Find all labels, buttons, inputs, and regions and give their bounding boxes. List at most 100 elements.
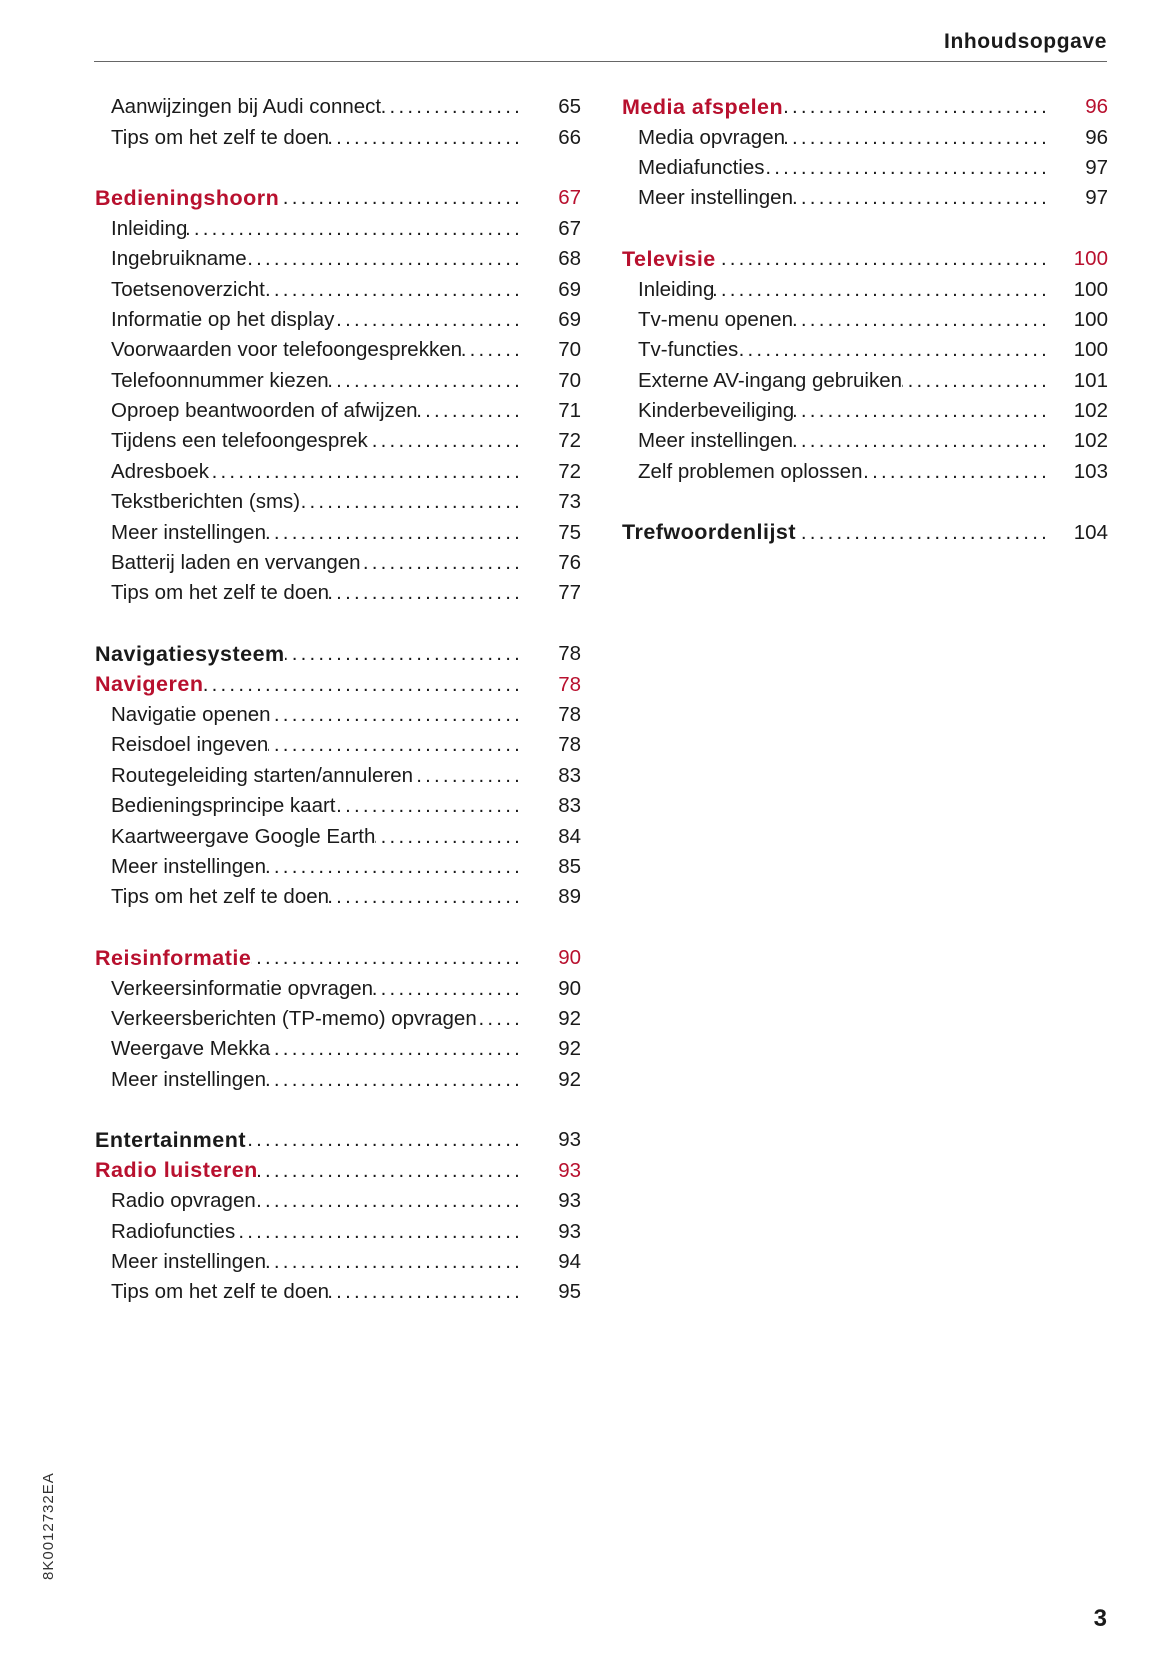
toc-chapter-heading[interactable]: Radio luisteren.........................… (95, 1156, 581, 1186)
toc-entry[interactable]: Tv-menu openen..........................… (622, 305, 1108, 335)
dot-leader: ........................................… (247, 247, 523, 271)
toc-entry[interactable]: Radiofuncties...........................… (95, 1216, 581, 1246)
toc-entry[interactable]: Telefoonnummer kiezen...................… (95, 366, 581, 396)
toc-page-number: 100 (1073, 277, 1108, 301)
toc-entry[interactable]: Tips om het zelf te doen................… (95, 122, 581, 152)
toc-chapter-heading[interactable]: Reisinformatie..........................… (95, 943, 581, 973)
toc-entry[interactable]: Tips om het zelf te doen................… (95, 578, 581, 608)
toc-page-number: 78 (558, 703, 581, 726)
toc-entry-label: Media afspelen (622, 94, 784, 119)
page-number: 3 (1093, 1605, 1107, 1632)
dot-leader: ........................................… (336, 794, 523, 818)
document-code: 8K0012732EA (40, 1472, 57, 1580)
toc-entry[interactable]: Meer instellingen.......................… (622, 426, 1108, 456)
toc-entry[interactable]: Kinderbeveiliging.......................… (622, 396, 1108, 426)
dot-leader: ........................................… (329, 1280, 523, 1304)
toc-entry[interactable]: Mediafuncties...........................… (622, 153, 1108, 183)
toc-entry[interactable]: Meer instellingen.......................… (622, 183, 1108, 213)
toc-entry-label: Navigatiesysteem (95, 641, 285, 666)
toc-entry-label: Tips om het zelf te doen (111, 1280, 330, 1304)
toc-page-number: 75 (558, 520, 581, 544)
toc-entry[interactable]: Tijdens een telefoongesprek.............… (95, 426, 581, 456)
toc-entry[interactable]: Reisdoel ingeven........................… (95, 730, 581, 760)
toc-page-number: 71 (558, 399, 581, 423)
toc-chapter-heading[interactable]: Televisie...............................… (622, 244, 1108, 274)
toc-entry[interactable]: Aanwijzingen bij Audi connect...........… (95, 92, 581, 122)
toc-entry-label: Inleiding (638, 277, 715, 301)
toc-chapter-heading[interactable]: Media afspelen..........................… (622, 92, 1108, 122)
toc-entry[interactable]: Informatie op het display...............… (95, 305, 581, 335)
toc-entry[interactable]: Media opvragen..........................… (622, 122, 1108, 152)
toc-entry[interactable]: Oproep beantwoorden of afwijzen.........… (95, 396, 581, 426)
toc-entry[interactable]: Verkeersinformatie opvragen.............… (95, 973, 581, 1003)
dot-leader: ........................................… (863, 459, 1050, 483)
toc-entry[interactable]: Meer instellingen.......................… (95, 1247, 581, 1277)
dot-leader: ........................................… (328, 368, 523, 392)
toc-page-number: 102 (1073, 429, 1108, 453)
toc-entry[interactable]: Bedieningsprincipe kaart................… (95, 791, 581, 821)
toc-entry[interactable]: Routegeleiding starten/annuleren........… (95, 761, 581, 791)
toc-chapter-heading[interactable]: Trefwoordenlijst........................… (622, 517, 1108, 547)
toc-entry-label: Verkeersinformatie opvragen (111, 976, 374, 1000)
toc-entry[interactable]: Meer instellingen.......................… (95, 517, 581, 547)
dot-leader: ........................................… (329, 581, 523, 605)
dot-leader: ........................................… (796, 520, 1050, 544)
toc-page-number: 69 (558, 277, 581, 301)
toc-entry[interactable]: Toetsenoverzicht........................… (95, 274, 581, 304)
dot-leader: ........................................… (381, 95, 523, 119)
toc-chapter-heading[interactable]: Bedieningshoorn.........................… (95, 183, 581, 213)
toc-page-number: 84 (558, 824, 581, 848)
toc-page-number: 92 (558, 1037, 581, 1061)
dot-leader: ........................................… (268, 733, 523, 757)
toc-entry[interactable]: Tekstberichten (sms)....................… (95, 487, 581, 517)
toc-entry[interactable]: Voorwaarden voor telefoongesprekken.....… (95, 335, 581, 365)
toc-entry[interactable]: Radio opvragen..........................… (95, 1186, 581, 1216)
toc-entry[interactable]: Tips om het zelf te doen................… (95, 1277, 581, 1307)
toc-page-number: 65 (558, 95, 581, 119)
toc-entry[interactable]: Adresboek...............................… (95, 457, 581, 487)
toc-entry-label: Ingebruikname (111, 247, 247, 271)
toc-entry-label: Meer instellingen (638, 186, 793, 210)
toc-entry[interactable]: Ingebruikname...........................… (95, 244, 581, 274)
toc-page-number: 93 (558, 1128, 581, 1152)
toc-entry[interactable]: Inleiding...............................… (95, 214, 581, 244)
toc-entry[interactable]: Kaartweergave Google Earth..............… (95, 821, 581, 851)
dot-leader: ........................................… (793, 186, 1050, 210)
toc-entry[interactable]: Inleiding...............................… (622, 274, 1108, 304)
toc-entry[interactable]: Verkeersberichten (TP-memo) opvragen....… (95, 1004, 581, 1034)
dot-leader: ........................................… (266, 520, 523, 544)
toc-page-number: 72 (558, 459, 581, 483)
toc-entry-label: Navigatie openen (111, 703, 271, 726)
toc-entry[interactable]: Zelf problemen oplossen.................… (622, 457, 1108, 487)
toc-entry-label: Meer instellingen (111, 520, 266, 544)
toc-page-number: 103 (1073, 459, 1108, 483)
toc-entry[interactable]: Weergave Mekka..........................… (95, 1034, 581, 1064)
dot-leader: ........................................… (285, 642, 523, 666)
toc-entry-label: Tips om het zelf te doen (111, 885, 330, 909)
toc-page-number: 77 (558, 581, 581, 605)
toc-page-number: 73 (558, 490, 581, 514)
toc-page-number: 70 (558, 368, 581, 392)
toc-entry-label: Reisinformatie (95, 945, 252, 970)
toc-entry-label: Kinderbeveiliging (638, 399, 795, 423)
toc-entry[interactable]: Batterij laden en vervangen.............… (95, 548, 581, 578)
toc-chapter-heading[interactable]: Navigatiesysteem........................… (95, 639, 581, 669)
toc-entry[interactable]: Externe AV-ingang gebruiken.............… (622, 366, 1108, 396)
toc-page-number: 66 (558, 125, 581, 149)
toc-chapter-heading[interactable]: Entertainment...........................… (95, 1125, 581, 1155)
toc-entry[interactable]: Meer instellingen.......................… (95, 852, 581, 882)
dot-leader: ........................................… (375, 824, 523, 848)
toc-entry-label: Zelf problemen oplossen (638, 459, 863, 483)
toc-entry-label: Radiofuncties (111, 1219, 236, 1243)
toc-entry[interactable]: Tips om het zelf te doen................… (95, 882, 581, 912)
toc-entry[interactable]: Tv-functies.............................… (622, 335, 1108, 365)
toc-entry[interactable]: Navigatie openen........................… (95, 700, 581, 730)
toc-page-number: 101 (1073, 368, 1108, 392)
toc-page-number: 100 (1073, 307, 1108, 331)
toc-page-number: 93 (558, 1219, 581, 1243)
toc-chapter-heading[interactable]: Navigeren...............................… (95, 669, 581, 699)
toc-entry[interactable]: Meer instellingen.......................… (95, 1065, 581, 1095)
toc-entry-label: Voorwaarden voor telefoongesprekken (111, 338, 463, 362)
toc-page-number: 93 (558, 1158, 581, 1182)
toc-entry-label: Aanwijzingen bij Audi connect (111, 95, 382, 119)
